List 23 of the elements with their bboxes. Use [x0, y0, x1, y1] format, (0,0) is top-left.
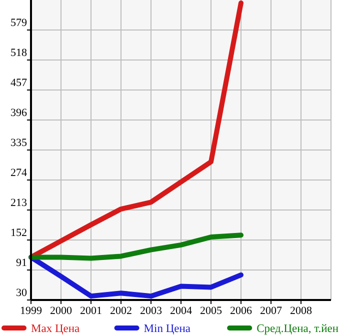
legend-label: Сред.Цена, т.йен — [256, 323, 339, 335]
y-tick-label: 91 — [16, 257, 27, 269]
y-tick-label: 274 — [10, 167, 28, 179]
x-tick-label: 2001 — [80, 305, 102, 317]
legend-label: Min Цена — [144, 323, 191, 335]
x-tick-label: 2005 — [200, 305, 222, 317]
x-tick-label: 2007 — [260, 305, 282, 317]
y-tick-label: 579 — [10, 17, 28, 29]
x-tick-label: 2000 — [50, 305, 72, 317]
x-tick-label: 2006 — [230, 305, 252, 317]
x-tick-label: 2004 — [170, 305, 192, 317]
x-tick-label: 2008 — [290, 305, 312, 317]
y-tick-label: 30 — [16, 287, 28, 299]
y-tick-label: 457 — [10, 77, 28, 89]
legend-label: Max Цена — [31, 323, 80, 335]
x-tick-label: 1999 — [20, 305, 42, 317]
y-tick-label: 396 — [10, 107, 28, 119]
y-tick-label: 335 — [10, 137, 28, 149]
x-tick-label: 2003 — [140, 305, 162, 317]
y-tick-label: 518 — [10, 47, 28, 59]
x-tick-label: 2002 — [110, 305, 132, 317]
y-tick-label: 213 — [10, 197, 28, 209]
y-tick-label: 152 — [10, 227, 27, 239]
